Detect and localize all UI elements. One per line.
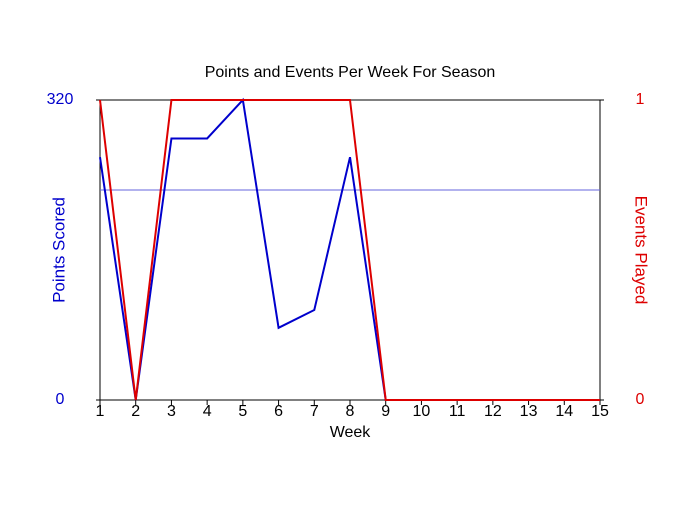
y2-tick-label: 0 [636, 391, 645, 408]
x-axis-label: Week [330, 424, 372, 441]
x-tick-label: 1 [96, 403, 105, 420]
x-tick-label: 10 [413, 403, 431, 420]
x-tick-label: 15 [591, 403, 609, 420]
chart-title: Points and Events Per Week For Season [205, 64, 496, 81]
x-tick-label: 5 [238, 403, 247, 420]
x-tick-label: 11 [449, 403, 466, 420]
x-tick-label: 12 [484, 403, 502, 420]
x-tick-label: 7 [310, 403, 319, 420]
x-tick-label: 14 [555, 403, 573, 420]
y-axis-label: Points Scored [49, 197, 68, 303]
x-tick-label: 8 [346, 403, 355, 420]
x-tick-label: 13 [520, 403, 538, 420]
series-line [99, 99, 600, 401]
x-tick-label: 3 [167, 403, 176, 420]
x-tick-label: 4 [203, 403, 212, 420]
x-tick-label: 2 [131, 403, 140, 420]
y-tick-label: 0 [56, 391, 65, 408]
x-tick-label: 9 [381, 403, 390, 420]
y2-axis-label: Events Played [632, 196, 651, 305]
x-tick-label: 6 [274, 403, 283, 420]
y2-tick-label: 1 [636, 91, 645, 108]
y-tick-label: 320 [47, 91, 74, 108]
